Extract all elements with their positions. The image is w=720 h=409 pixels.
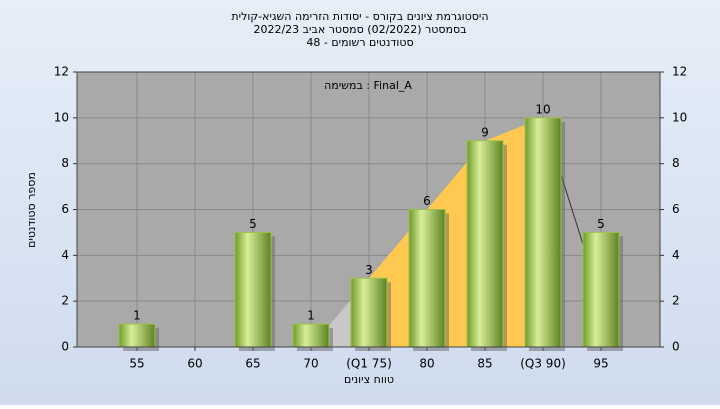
x-tick-label: 70 (303, 357, 318, 371)
y2-tick-label: 0 (672, 340, 680, 354)
value-label: 3 (365, 263, 373, 277)
x-tick-label: 85 (477, 357, 492, 371)
plot-frame (76, 71, 661, 348)
annotation: במשימה : Final_A (324, 79, 412, 92)
bar (118, 323, 156, 348)
y2-tick-label: 8 (672, 156, 680, 170)
y-tick-label: 0 (61, 340, 69, 354)
y2-tick-label: 10 (672, 110, 687, 124)
value-label: 5 (249, 217, 257, 231)
y-tick-label: 10 (54, 110, 69, 124)
value-label: 6 (423, 194, 431, 208)
value-label: 9 (481, 125, 489, 139)
y2-tick-label: 12 (672, 65, 687, 79)
value-label: 1 (307, 309, 315, 323)
bar (466, 140, 504, 348)
x-tick-label: 55 (129, 357, 144, 371)
x-tick-label: 80 (419, 357, 434, 371)
x-tick-label: 95 (593, 357, 608, 371)
y-tick-label: 4 (61, 248, 69, 262)
value-label: 1 (133, 309, 141, 323)
x-tick-label: 65 (245, 357, 260, 371)
y-tick-label: 8 (61, 156, 69, 170)
y2-tick-label: 2 (672, 294, 680, 308)
bar (582, 231, 620, 348)
bar (234, 231, 272, 348)
bar (524, 117, 562, 348)
title: היסטוגרמת ציונים בקורס - יסודות הזרימה ה… (231, 10, 488, 23)
y-axis-label: מספר סטודנטים (25, 172, 38, 248)
y-tick-label: 2 (61, 294, 69, 308)
y-tick-label: 6 (61, 202, 69, 216)
bar (408, 209, 446, 348)
bar (292, 323, 330, 348)
x-tick-label: (Q3 90) (520, 357, 566, 371)
subtitle: סטודנטים רשומים - 48 (306, 36, 413, 49)
x-axis-label: טווח ציונים (344, 373, 394, 386)
value-label: 10 (535, 102, 550, 116)
y-tick-label: 12 (54, 65, 69, 79)
subtitle: בסמסטר (02/2022) סמסטר אביב 2022/23 (253, 23, 466, 36)
y2-tick-label: 6 (672, 202, 680, 216)
value-label: 5 (597, 217, 605, 231)
x-tick-label: 60 (187, 357, 202, 371)
x-tick-label: (Q1 75) (346, 357, 392, 371)
y2-tick-label: 4 (672, 248, 680, 262)
bar (350, 277, 388, 348)
